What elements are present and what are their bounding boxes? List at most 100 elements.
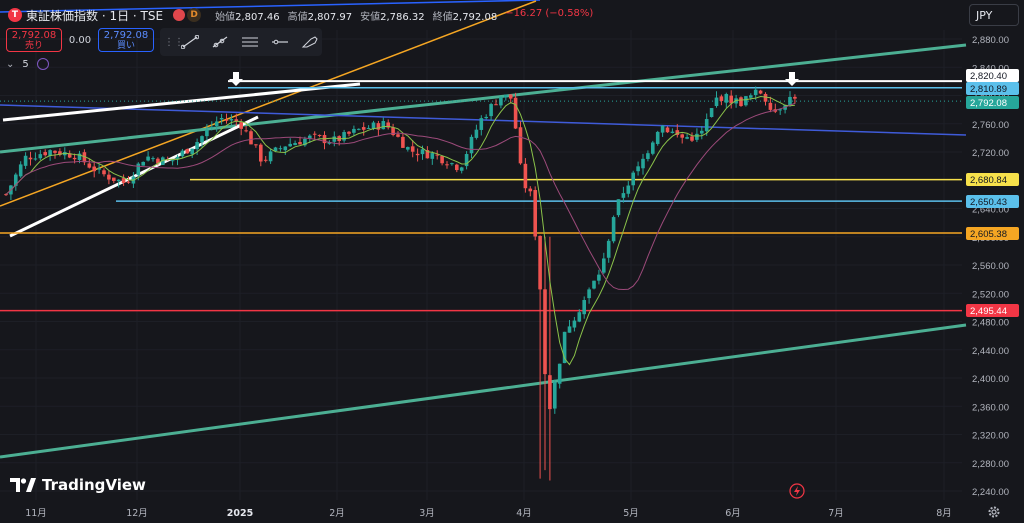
price-tick-label: 2,400.00: [972, 374, 1009, 385]
candle-body: [744, 96, 748, 106]
candle-body: [494, 104, 498, 106]
channel-lower-line: [0, 323, 967, 459]
candle-body: [587, 289, 591, 299]
collapse-chevron-icon[interactable]: ⌄: [6, 58, 15, 70]
price-tick-label: 2,880.00: [972, 35, 1009, 46]
candle-body: [224, 119, 229, 121]
price-tag: [966, 82, 1019, 95]
candle-body: [146, 156, 150, 161]
candle-body: [200, 136, 204, 143]
moving-average-long: [5, 102, 796, 291]
candle-body: [156, 158, 160, 164]
candle-body: [631, 172, 635, 186]
candle-body: [700, 130, 704, 134]
candle-body: [445, 164, 449, 166]
candle-body: [278, 148, 283, 150]
candle-body: [788, 96, 792, 106]
time-axis-label: 8月: [936, 508, 952, 519]
candle-body: [357, 128, 361, 130]
candle-body: [239, 122, 243, 129]
sell-button[interactable]: 2,792.08 売り: [6, 28, 62, 52]
candle-body: [102, 170, 106, 175]
candle-body: [763, 93, 768, 102]
lightning-icon[interactable]: [789, 483, 805, 499]
candle-body: [33, 158, 38, 160]
tradingview-logo[interactable]: TradingView: [10, 476, 146, 494]
candle-body: [553, 382, 557, 409]
candle-body: [504, 94, 508, 98]
symbol-title[interactable]: 東証株価指数 · 1日 · TSE: [26, 8, 164, 23]
market-closed-icon[interactable]: [173, 9, 186, 21]
drag-handle-icon[interactable]: ⋮⋮: [164, 36, 184, 48]
sell-label: 売り: [24, 41, 43, 51]
price-tag: [966, 69, 1019, 82]
price-tick-label: 2,320.00: [972, 431, 1009, 442]
white-trend-line-upper: [2, 82, 361, 122]
ohlc-values: 始値2,807.46 高値2,807.97 安値2,786.32 終値2,792…: [215, 8, 593, 23]
candle-body: [567, 326, 572, 333]
candle-body: [548, 375, 552, 410]
candle-body: [459, 167, 464, 171]
price-tick-label: 2,720.00: [972, 148, 1009, 159]
currency-selector[interactable]: JPY: [969, 4, 1019, 26]
candle-body: [141, 161, 145, 166]
candle-body: [410, 146, 415, 152]
white-trend-line-lower: [9, 115, 259, 238]
candle-body: [508, 94, 513, 99]
candle-body: [670, 131, 675, 133]
delayed-data-badge[interactable]: D: [187, 8, 202, 22]
drawing-toolbar: ⋮⋮: [160, 28, 322, 56]
low-label: 安値: [360, 11, 381, 23]
candle-body: [263, 159, 268, 161]
ray-icon[interactable]: [208, 31, 232, 53]
price-tag: [966, 96, 1019, 109]
horizontal-line-icon[interactable]: [268, 31, 292, 53]
candle-body: [528, 188, 533, 192]
trend-line-icon[interactable]: [178, 31, 202, 53]
candle-body: [308, 135, 312, 139]
candle-body: [636, 166, 640, 172]
candle-body: [352, 128, 356, 133]
price-tick-label: 2,280.00: [972, 459, 1009, 470]
price-tag: [966, 173, 1019, 186]
candle-body: [474, 129, 479, 138]
candle-body: [312, 133, 317, 135]
candle-body: [562, 331, 567, 364]
price-tag-label: 2,810.89: [970, 84, 1007, 95]
candles: [4, 86, 797, 481]
candle-body: [469, 136, 474, 154]
indicator-visibility-icon[interactable]: [36, 58, 49, 70]
candle-body: [229, 119, 234, 121]
parallel-channel-icon[interactable]: [238, 31, 262, 53]
candle-body: [332, 136, 337, 142]
candle-body: [195, 141, 199, 150]
candle-body: [758, 90, 763, 94]
candle-body: [249, 131, 253, 145]
candle-body: [376, 123, 381, 130]
price-tag-label: 2,605.38: [970, 229, 1007, 240]
candle-body: [391, 127, 395, 135]
candle-body: [464, 154, 469, 167]
price-tick-label: 2,240.00: [972, 487, 1009, 498]
high-value: 2,807.97: [307, 11, 353, 23]
candle-body: [695, 133, 699, 140]
candle-body: [136, 163, 141, 175]
symbol-logo-icon[interactable]: T: [8, 8, 22, 22]
brush-icon[interactable]: [298, 31, 322, 53]
candle-body: [582, 300, 586, 315]
candle-body: [606, 240, 611, 258]
candle-body: [205, 129, 209, 137]
gear-icon[interactable]: [987, 505, 1001, 519]
candle-body: [28, 157, 33, 160]
buy-button[interactable]: 2,792.08 買い: [98, 28, 154, 52]
price-tick-label: 2,520.00: [972, 289, 1009, 300]
candle-body: [499, 96, 503, 106]
time-axis-label: 11月: [25, 508, 47, 519]
candle-body: [425, 150, 430, 159]
candle-body: [92, 166, 96, 172]
symbol-header: T 東証株価指数 · 1日 · TSE D 始値2,807.46 高値2,807…: [0, 0, 960, 30]
candle-body: [646, 153, 650, 159]
candle-body: [592, 280, 596, 289]
tradingview-mark-icon: [10, 478, 36, 492]
